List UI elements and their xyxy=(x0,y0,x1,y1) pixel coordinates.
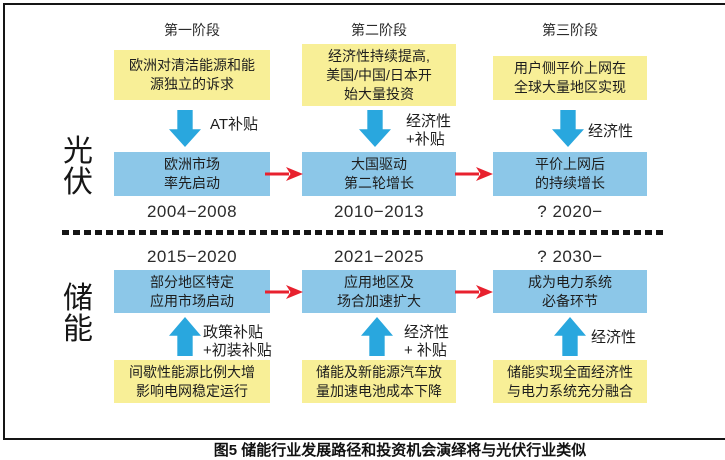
pv-result-box-3: 平价上网后 的持续增长 xyxy=(493,152,647,196)
pv-driver-box-3: 用户侧平价上网在 全球大量地区实现 xyxy=(493,56,647,100)
storage-arrow-label-2: 经济性 + 补贴 xyxy=(404,324,450,359)
pv-period-2: 2010−2013 xyxy=(333,202,425,221)
dotted-divider xyxy=(62,230,663,235)
storage-arrow-label-3: 经济性 xyxy=(591,329,637,346)
row-label-pv: 光伏 xyxy=(63,135,93,199)
figure-caption: 图5 储能行业发展路径和投资机会演绎将与光伏行业类似 xyxy=(213,442,587,459)
storage-period-3: ? 2030− xyxy=(537,247,603,266)
pv-arrow-label-3: 经济性 xyxy=(588,123,634,140)
pv-period-3: ? 2020− xyxy=(537,202,603,221)
storage-result-box-1: 部分地区特定 应用市场启动 xyxy=(114,270,270,313)
pv-arrow-label-1: AT补贴 xyxy=(210,116,259,133)
red-flow-arrow-icon xyxy=(455,167,493,181)
red-flow-arrow-icon xyxy=(265,285,303,299)
stage-header-2: 第二阶段 xyxy=(351,22,407,38)
storage-driver-box-3: 储能实现全面经济性 与电力系统充分融合 xyxy=(493,360,647,403)
red-flow-arrow-icon xyxy=(455,285,493,299)
storage-driver-box-1: 间歇性能源比例大增 影响电网稳定运行 xyxy=(114,360,270,403)
pv-driver-box-2: 经济性持续提高, 美国/中国/日本开 始大量投资 xyxy=(302,44,456,106)
pv-period-1: 2004−2008 xyxy=(146,202,238,221)
pv-result-box-1: 欧洲市场 率先启动 xyxy=(114,152,270,196)
row-label-storage: 储能 xyxy=(63,282,93,346)
pv-result-box-2: 大国驱动 第二轮增长 xyxy=(302,152,456,196)
storage-arrow-label-1: 政策补贴 +初装补贴 xyxy=(203,324,272,359)
storage-driver-box-2: 储能及新能源汽车放 量加速电池成本下降 xyxy=(302,360,456,403)
diagram-frame xyxy=(3,3,725,440)
stage-header-3: 第三阶段 xyxy=(542,22,598,38)
storage-period-1: 2015−2020 xyxy=(146,247,238,266)
storage-period-2: 2021−2025 xyxy=(333,247,425,266)
stage-header-1: 第一阶段 xyxy=(164,22,220,38)
storage-result-box-2: 应用地区及 场合加速扩大 xyxy=(302,270,456,313)
storage-result-box-3: 成为电力系统 必备环节 xyxy=(493,270,647,313)
red-flow-arrow-icon xyxy=(265,167,303,181)
pv-arrow-label-2: 经济性 +补贴 xyxy=(406,113,452,148)
pv-driver-box-1: 欧洲对清洁能源和能 源独立的诉求 xyxy=(114,50,270,100)
